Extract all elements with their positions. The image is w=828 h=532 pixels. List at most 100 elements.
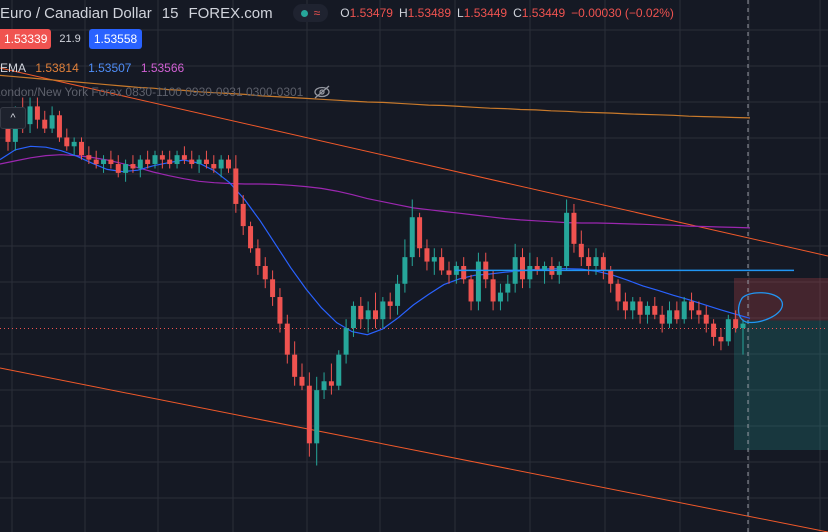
candle-body (740, 323, 746, 329)
eye-hidden-icon[interactable] (313, 85, 331, 99)
candle-body (497, 292, 503, 302)
candle-body (644, 305, 650, 315)
candle-body (505, 283, 511, 293)
candle-body (218, 159, 224, 169)
candle-body (659, 314, 665, 324)
session-label: London/New York Forex 0830-1100 0930-093… (0, 85, 304, 99)
candle-body (292, 354, 298, 377)
candle-body (49, 115, 55, 129)
candle-body (34, 106, 40, 120)
candle-body (108, 159, 114, 165)
ema-value-slow: 1.53814 (35, 61, 79, 75)
ema-mid-line (0, 154, 751, 229)
candle-body (130, 164, 136, 169)
candle-body (226, 159, 231, 169)
buy-button[interactable]: 1.53558 (88, 29, 143, 49)
ohlc-high: H1.53489 (398, 6, 452, 20)
candle-body (174, 155, 180, 165)
candle-body (203, 159, 209, 165)
candle-body (189, 159, 195, 165)
chevron-up-icon: ^ (10, 112, 16, 124)
ohlc-open: O1.53479 (340, 6, 393, 20)
candle-body (387, 301, 393, 306)
candle-body (564, 212, 570, 266)
candle-body (145, 159, 151, 165)
highlight-ellipse-drawing (737, 292, 783, 324)
candle-body (343, 328, 349, 355)
market-status-pill[interactable]: ≈ (292, 4, 329, 22)
symbol-header: Euro / Canadian Dollar 15 FOREX.com ≈ O1… (0, 2, 680, 24)
candle-body (446, 270, 452, 275)
candle-body (475, 261, 481, 302)
session-indicator-legend[interactable]: London/New York Forex 0830-1100 0930-093… (0, 85, 331, 99)
candle-body (373, 310, 378, 320)
candle-body (314, 390, 320, 444)
candle-body (571, 212, 577, 244)
take-profit-zone (734, 320, 828, 450)
candle-body (490, 279, 496, 302)
candle-body (380, 301, 386, 320)
candle-body (431, 257, 437, 262)
ohlc-low: L1.53449 (457, 6, 508, 20)
collapse-legend-button[interactable]: ^ (0, 107, 26, 129)
symbol-name[interactable]: Euro / Canadian Dollar (0, 4, 152, 22)
candle-body (402, 257, 408, 284)
candle-body (270, 279, 276, 298)
candle-body (667, 310, 672, 324)
candle-body (608, 270, 614, 284)
candle-body (718, 336, 724, 342)
candle-body (321, 381, 327, 391)
candle-body (637, 301, 643, 315)
spread-label: 21.9 (59, 33, 81, 45)
candle-body (93, 159, 99, 165)
ohlc-change: −0.00030 (−0.02%) (571, 6, 674, 20)
candle-body (725, 319, 731, 342)
ohlc-close: C1.53449 (513, 6, 566, 20)
candle-body (181, 155, 187, 160)
candle-body (152, 155, 158, 165)
candle-body (137, 159, 143, 169)
candle-body (233, 168, 239, 204)
upper-trendline (0, 67, 828, 257)
candle-body (586, 257, 592, 266)
candle-body (350, 305, 356, 329)
candle-body (284, 323, 290, 355)
candle-body (365, 310, 371, 320)
candle-body (696, 310, 702, 315)
lower-trendline (0, 367, 828, 532)
ema-value-mid: 1.53566 (140, 61, 185, 75)
candle-body (299, 376, 305, 386)
candle-body (79, 141, 84, 156)
candle-body (159, 155, 165, 160)
candle-body (542, 266, 548, 271)
candle-body (27, 106, 33, 125)
candle-body (336, 354, 342, 386)
bid-ask-row: 1.53339 21.9 1.53558 (0, 29, 143, 49)
interval-label[interactable]: 15 (161, 4, 179, 22)
candle-body (358, 305, 364, 320)
candle-body (211, 164, 217, 169)
ema-legend[interactable]: EMA 1.53814 1.53507 1.53566 (0, 61, 190, 75)
candle-body (42, 119, 48, 129)
candle-body (711, 323, 717, 337)
candle-body (196, 159, 202, 165)
candle-body (652, 305, 658, 315)
market-open-dot-icon (300, 9, 308, 17)
candle-body (255, 248, 261, 266)
candle-body (527, 266, 533, 280)
sell-button[interactable]: 1.53339 (0, 29, 52, 49)
candle-body (86, 155, 92, 160)
candle-body (630, 301, 636, 311)
candle-body (615, 283, 621, 302)
candle-body (306, 385, 312, 444)
candle-body (64, 137, 70, 147)
candle-body (240, 203, 246, 227)
candle-body (71, 141, 77, 147)
candle-body (593, 257, 599, 266)
candle-body (123, 164, 129, 173)
candle-body (409, 217, 415, 258)
candle-body (115, 164, 121, 173)
candle-body (681, 301, 687, 320)
candle-body (417, 217, 423, 249)
